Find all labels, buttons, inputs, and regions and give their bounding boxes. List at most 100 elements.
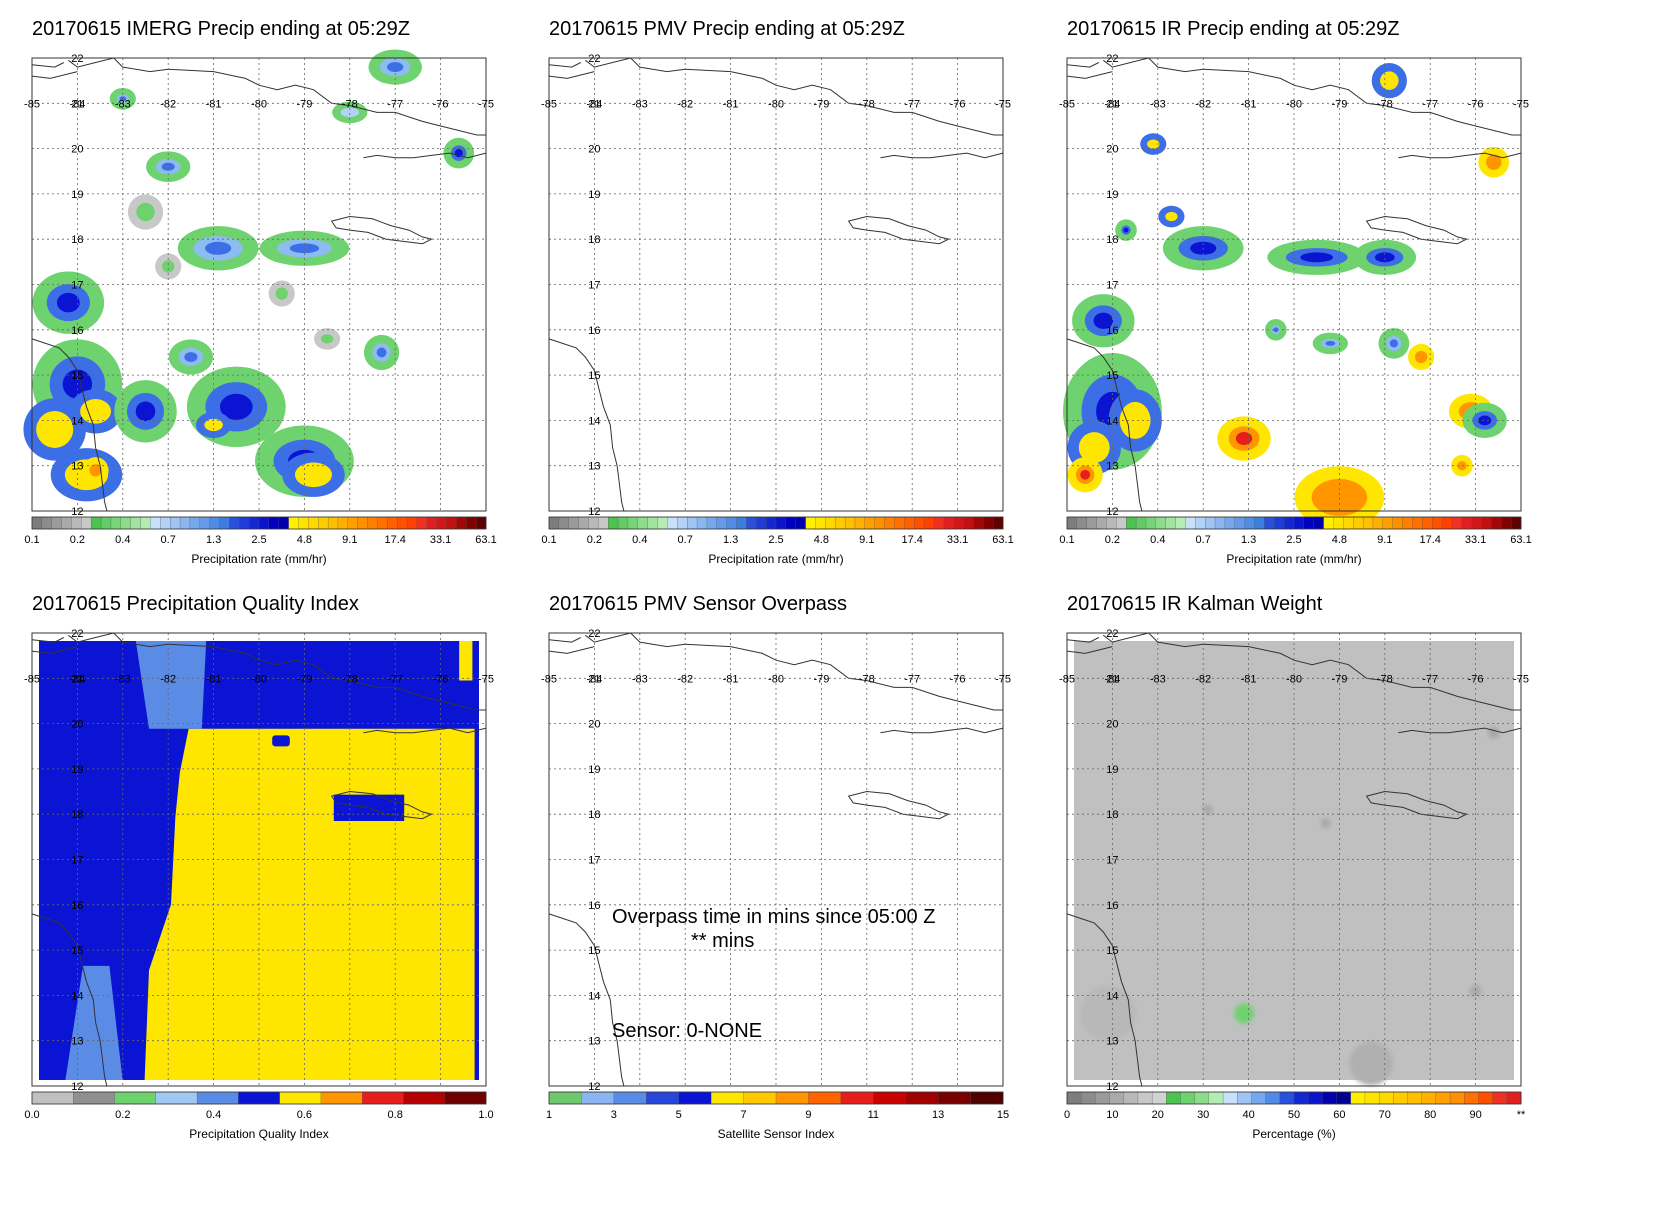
colorbar-tick: 0.7 <box>161 534 176 546</box>
colorbar-label: Percentage (%) <box>1252 1127 1335 1141</box>
colorbar-segment <box>209 516 220 530</box>
colorbar: 0.1 0.2 0.4 0.7 1.3 2.5 4.8 9.1 17.4 33.1 63.1 Prec… <box>541 516 1014 566</box>
coastline-central-america <box>1066 338 1143 512</box>
colorbar-segment <box>347 516 359 530</box>
colorbar-segment <box>840 1091 874 1105</box>
lon-label: -81 <box>1241 98 1257 110</box>
colorbar-segment <box>617 516 629 530</box>
lon-label: -76 <box>433 98 449 110</box>
lat-label: 13 <box>71 1036 83 1048</box>
colorbar-segment <box>973 516 984 530</box>
colorbar-segment <box>475 516 487 530</box>
colorbar-segment <box>687 516 698 530</box>
colorbar-segment <box>746 516 757 530</box>
precip-area-0-3-1 <box>80 399 111 424</box>
kalman-spot-1 <box>1487 726 1500 739</box>
lon-label: -79 <box>813 98 829 110</box>
colorbar-segment <box>1214 516 1226 530</box>
precip-area-2-9-2 <box>1374 252 1395 263</box>
colorbar-segment <box>775 516 787 530</box>
colorbar-segment <box>905 1091 939 1105</box>
colorbar-segment <box>970 1091 1004 1105</box>
lat-label: 15 <box>588 945 600 957</box>
coastline-cuba-west <box>548 71 595 79</box>
colorbar-segment <box>456 516 467 530</box>
colorbar-segment <box>1421 1091 1437 1105</box>
lat-label: 13 <box>588 461 600 473</box>
colorbar-segment <box>248 516 260 530</box>
overpass-note: Overpass time in mins since 05:00 Z <box>612 906 935 928</box>
coastline-cuba-south <box>363 727 487 734</box>
lon-label: -77 <box>904 673 920 685</box>
precip-area-2-2-1 <box>1078 432 1110 463</box>
sensor-note: Sensor: 0-NONE <box>612 1020 762 1042</box>
lon-label: -77 <box>387 98 403 110</box>
colorbar-segment <box>1126 516 1137 530</box>
colorbar-segment <box>835 516 846 530</box>
lat-label: 14 <box>588 990 600 1002</box>
colorbar-segment <box>1135 516 1147 530</box>
lat-label: 16 <box>71 325 83 337</box>
map-frame <box>31 57 487 512</box>
colorbar: 0.1 0.2 0.4 0.7 1.3 2.5 4.8 9.1 17.4 33.1 63.1 Prec… <box>24 516 497 566</box>
coastline-central-america <box>1066 913 1143 1087</box>
lat-label: 15 <box>71 370 83 382</box>
precip-area-2-12-1 <box>1147 139 1160 149</box>
colorbar-tick: 0.2 <box>115 1109 130 1121</box>
lon-label: -82 <box>677 673 693 685</box>
colorbar-tick: 50 <box>1288 1109 1300 1121</box>
colorbar-segment <box>706 516 718 530</box>
lat-label: 22 <box>1106 53 1118 65</box>
map-panel-2: 20170615 PMV Precip ending at 05:29Z -85 -… <box>541 18 1014 566</box>
colorbar-segment <box>1283 516 1295 530</box>
colorbar-segment <box>1441 516 1453 530</box>
lat-label: 18 <box>71 234 83 246</box>
colorbar-tick: 33.1 <box>947 534 968 546</box>
coastline-cuba-north <box>68 632 486 711</box>
lon-label: -81 <box>723 98 739 110</box>
colorbar-segment <box>1265 1091 1281 1105</box>
lon-label: -78 <box>859 98 875 110</box>
colorbar-segment <box>983 516 994 530</box>
colorbar-tick: 2.5 <box>1286 534 1301 546</box>
colorbar-segment <box>696 516 708 530</box>
colorbar-tick: 0.2 <box>587 534 602 546</box>
lon-label: -79 <box>1331 98 1347 110</box>
colorbar-segment <box>937 1091 972 1105</box>
colorbar-segment <box>1274 516 1285 530</box>
colorbar-segment <box>1333 516 1344 530</box>
colorbar-segment <box>1353 516 1364 530</box>
lat-label: 22 <box>588 53 600 65</box>
colorbar-segment <box>1461 516 1473 530</box>
colorbar-segment <box>1224 516 1236 530</box>
precip-area-2-3-1 <box>1119 401 1151 439</box>
lat-label: 17 <box>71 855 83 867</box>
colorbar-segment <box>904 516 915 530</box>
lat-label: 12 <box>71 1081 83 1093</box>
lat-label: 22 <box>1106 628 1118 640</box>
precip-area-0-20-1 <box>275 287 288 300</box>
coastline-cuba-west <box>1066 71 1113 79</box>
colorbar-segment <box>51 516 63 530</box>
colorbar-segment <box>1350 1091 1366 1105</box>
precip-area-2-19-2 <box>1273 327 1279 333</box>
colorbar-segment <box>31 516 43 530</box>
precip-area-0-23-1 <box>320 334 334 344</box>
lon-label: -81 <box>1241 673 1257 685</box>
colorbar-segment <box>1109 1091 1125 1105</box>
pqi-mid-patch <box>65 965 123 1080</box>
colorbar-tick: 90 <box>1469 1109 1481 1121</box>
colorbar-tick: 0.1 <box>541 534 556 546</box>
colorbar: 0 10 20 30 40 50 60 70 80 90 ** Percentage (%) <box>1064 1091 1526 1141</box>
colorbar-segment <box>647 516 659 530</box>
coastline-jamaica <box>847 215 950 245</box>
colorbar-tick: 0.4 <box>206 1109 221 1121</box>
colorbar-segment <box>170 516 181 530</box>
colorbar-segment <box>1393 1091 1408 1105</box>
colorbar-tick: 4.8 <box>814 534 829 546</box>
colorbar-segment <box>716 516 728 530</box>
coastline-jamaica <box>330 790 433 820</box>
precip-area-2-15-1 <box>1414 350 1428 364</box>
map-frame <box>31 632 487 1087</box>
precip-area-0-14-2 <box>205 241 232 255</box>
